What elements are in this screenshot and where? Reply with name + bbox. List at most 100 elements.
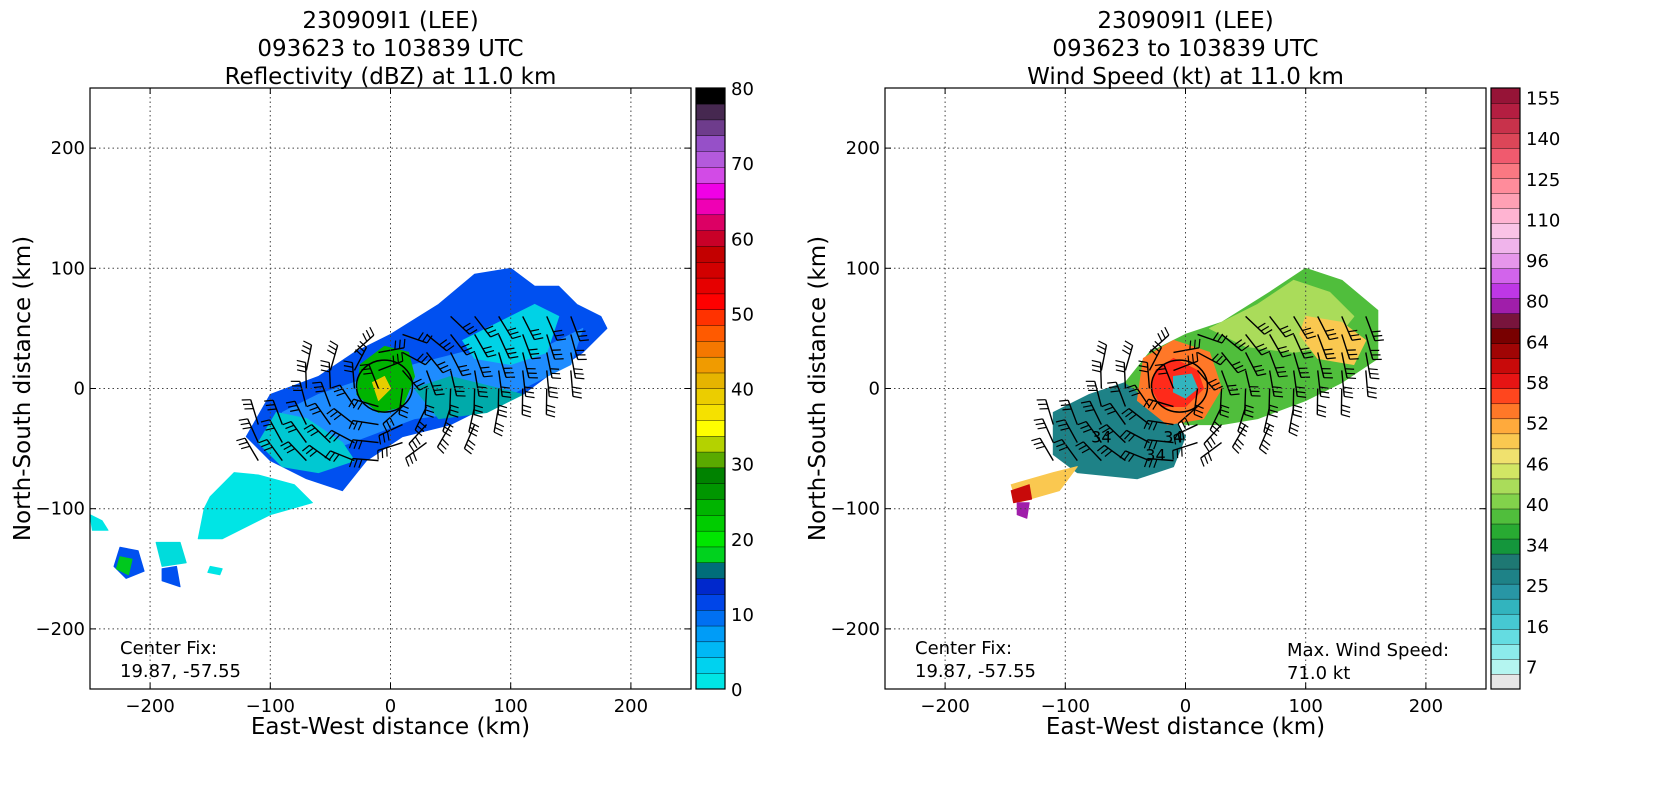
barb-feather bbox=[551, 372, 561, 375]
barb-feather bbox=[468, 431, 478, 437]
barb-feather bbox=[1253, 364, 1263, 368]
colorbar-tick-label: 70 bbox=[731, 154, 754, 175]
colorbar-segment bbox=[695, 657, 726, 674]
wind-barb bbox=[324, 450, 355, 462]
wind-barb bbox=[398, 388, 409, 419]
barb-feather bbox=[433, 389, 443, 392]
barb-feather bbox=[553, 329, 563, 333]
colorbar-segment bbox=[695, 514, 726, 532]
barb-feather bbox=[1181, 431, 1185, 441]
barb-feather bbox=[1108, 385, 1118, 389]
barb-feather bbox=[1082, 428, 1092, 433]
barb-feather bbox=[493, 431, 503, 437]
max-wind-annotation: 71.0 kt bbox=[1287, 663, 1350, 684]
wind-barb bbox=[353, 326, 375, 353]
wind-barb bbox=[1268, 370, 1284, 398]
wind-barb bbox=[306, 402, 331, 425]
barb-feather bbox=[1258, 347, 1268, 352]
barb-feather bbox=[312, 381, 322, 384]
barb-feather bbox=[408, 455, 414, 464]
barb-feather bbox=[1196, 352, 1199, 362]
wind-barb bbox=[1203, 424, 1223, 452]
barb-feather bbox=[258, 439, 268, 444]
wind-barb bbox=[473, 388, 483, 418]
barb-feather bbox=[548, 386, 558, 390]
colorbar-segment bbox=[1490, 253, 1521, 269]
grid bbox=[90, 88, 691, 689]
barb-feather bbox=[1212, 332, 1219, 341]
barb-staff bbox=[304, 362, 308, 389]
wind-barb bbox=[1053, 439, 1078, 462]
barb-feather bbox=[1367, 395, 1377, 399]
barb-feather bbox=[477, 386, 487, 389]
barb-feather bbox=[1293, 404, 1303, 409]
wind-barb bbox=[1036, 399, 1054, 425]
colorbar-segment bbox=[1490, 343, 1521, 359]
barb-feather bbox=[386, 431, 390, 441]
y-tick-label: 200 bbox=[846, 138, 880, 159]
x-tick-label: −200 bbox=[125, 696, 174, 717]
barb-feather bbox=[1302, 351, 1312, 355]
colorbar-tick-label: 52 bbox=[1526, 414, 1549, 435]
wind-barb bbox=[1341, 334, 1359, 360]
wind-barb bbox=[326, 408, 355, 426]
barb-feather bbox=[369, 326, 375, 336]
barb-feather bbox=[358, 440, 363, 450]
barb-feather bbox=[1194, 409, 1204, 414]
barb-feather bbox=[1091, 369, 1101, 373]
barb-feather bbox=[1326, 357, 1336, 360]
barb-feather bbox=[1173, 435, 1177, 445]
barb-feather bbox=[306, 427, 316, 434]
barb-feather bbox=[1157, 333, 1163, 342]
colorbar-segment bbox=[695, 467, 726, 484]
chart-title-line: Reflectivity (dBZ) at 11.0 km bbox=[225, 64, 557, 90]
colorbar-tick-label: 155 bbox=[1526, 89, 1560, 110]
barb-feather bbox=[1033, 418, 1043, 421]
barb-feather bbox=[1282, 354, 1292, 358]
colorbar-tick-label: 80 bbox=[731, 79, 754, 100]
barb-feather bbox=[1080, 424, 1090, 430]
barb-feather bbox=[479, 395, 489, 398]
colorbar-segment bbox=[695, 214, 726, 231]
wind-barb bbox=[546, 316, 567, 341]
barb-feather bbox=[460, 368, 470, 373]
wind-barb bbox=[1119, 429, 1150, 444]
barb-feather bbox=[1053, 439, 1063, 444]
colorbar-segment bbox=[695, 499, 726, 516]
barb-feather bbox=[396, 353, 399, 363]
wind-barb bbox=[450, 315, 478, 335]
barb-feather bbox=[1037, 426, 1047, 430]
wind-barb bbox=[498, 316, 522, 340]
barb-feather bbox=[435, 393, 445, 396]
barb-feather bbox=[1279, 325, 1289, 331]
barb-feather bbox=[1265, 422, 1275, 428]
data-region-6 bbox=[89, 514, 109, 531]
colorbar-segment bbox=[1490, 117, 1521, 134]
barb-feather bbox=[1274, 395, 1284, 398]
barb-feather bbox=[260, 419, 270, 423]
barb-feather bbox=[1290, 422, 1300, 428]
barb-feather bbox=[1091, 364, 1101, 368]
barb-feather bbox=[485, 350, 495, 354]
wind-barb bbox=[303, 424, 331, 444]
y-tick-label: −200 bbox=[36, 619, 85, 640]
wind-barb bbox=[348, 457, 379, 468]
barb-feather bbox=[572, 386, 582, 390]
wind-barb bbox=[312, 381, 332, 407]
colorbar-segment bbox=[695, 119, 726, 136]
barb-feather bbox=[1292, 413, 1302, 418]
barb-feather bbox=[1055, 419, 1065, 423]
contour-label: 34 bbox=[1145, 446, 1165, 465]
colorbar-tick-label: 80 bbox=[1526, 292, 1549, 313]
colorbar-segment bbox=[695, 151, 726, 168]
barb-feather bbox=[357, 345, 365, 352]
y-tick-label: 200 bbox=[51, 138, 85, 159]
wind-barb bbox=[320, 359, 332, 389]
barb-feather bbox=[1244, 404, 1254, 409]
wind-barb bbox=[545, 388, 556, 418]
barb-feather bbox=[240, 445, 250, 450]
wind-barb bbox=[1293, 352, 1311, 378]
colorbar-segment bbox=[695, 182, 726, 200]
barb-feather bbox=[1128, 413, 1137, 421]
barb-feather bbox=[287, 404, 298, 408]
